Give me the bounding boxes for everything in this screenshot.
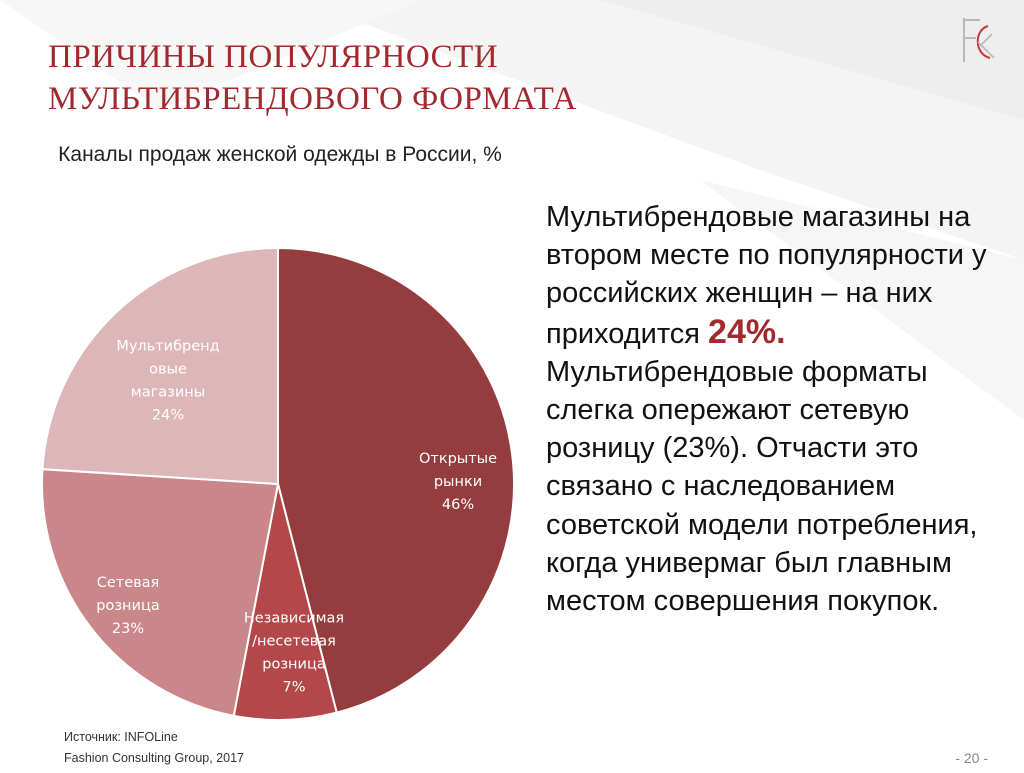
pie-slice-0: [277, 246, 515, 714]
pie-slice-2: [41, 468, 280, 717]
pie-slice-3: [41, 246, 279, 486]
slice-label-3: Мультибренд овые магазины 24%: [116, 339, 219, 424]
slice-label-line: магазины: [131, 385, 205, 401]
description-text: Мультибрендовые магазины на втором месте…: [546, 198, 1016, 620]
slice-label-line: розница: [262, 657, 325, 673]
slide-title: ПРИЧИНЫ ПОПУЛЯРНОСТИ МУЛЬТИБРЕНДОВОГО ФО…: [48, 39, 577, 117]
slice-label-line: овые: [149, 362, 187, 378]
slice-label-line: рынки: [434, 474, 482, 490]
description-part-2: Мультибрендовые форматы слегка опережают…: [546, 355, 978, 618]
slice-label-0: Открытые рынки 46%: [419, 451, 497, 513]
company-note: Fashion Consulting Group, 2017: [64, 751, 244, 765]
slice-label-2: Сетевая розница 23%: [96, 575, 159, 637]
slice-label-line: розница: [96, 598, 159, 614]
source-note: Источник: INFOLine: [64, 730, 178, 744]
slice-label-line: 46%: [442, 497, 474, 513]
slice-label-line: Сетевая: [97, 575, 160, 591]
slice-label-line: /несетевая: [252, 634, 336, 650]
chart-title: Каналы продаж женской одежды в России, %: [58, 143, 502, 166]
slice-label-line: 24%: [152, 408, 184, 424]
slice-label-line: Открытые: [419, 451, 497, 467]
slice-label-line: 7%: [282, 680, 305, 696]
slice-label-line: 23%: [112, 621, 144, 637]
description-highlight: 24%.: [708, 312, 786, 351]
description-part-1: Мультибрендовые магазины на втором месте…: [546, 201, 987, 350]
slice-label-line: Мультибренд: [116, 339, 219, 355]
page-number: - 20 -: [955, 750, 988, 766]
slice-label-1: Независимая/несетевая розница 7%: [244, 611, 344, 696]
fcg-logo-icon: [963, 18, 995, 62]
pie-slice-1: [232, 483, 338, 721]
slice-label-line: Независимая: [244, 611, 344, 627]
